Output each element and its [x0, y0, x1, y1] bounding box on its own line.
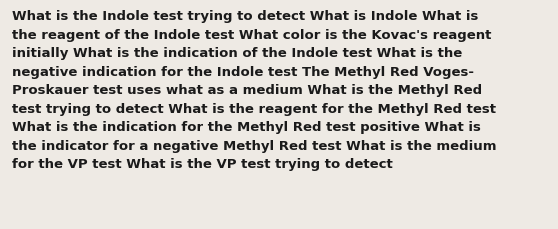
Text: What is the Indole test trying to detect What is Indole What is
the reagent of t: What is the Indole test trying to detect… — [12, 10, 497, 171]
